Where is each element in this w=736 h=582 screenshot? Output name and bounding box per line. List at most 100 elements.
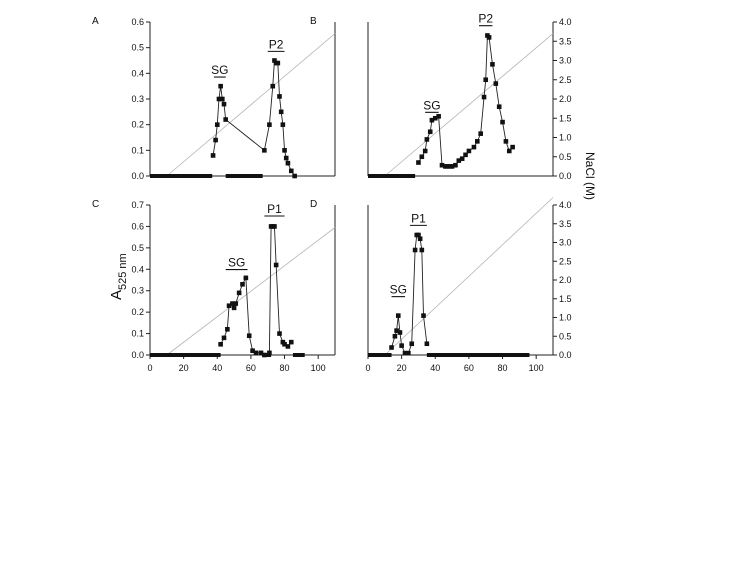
panel-c: C 0.0 0.1 0.2 0.3 0.4 0.5 0.6 0.7 0 20 40 60 80 100 SG P… — [92, 199, 336, 373]
panel-d-y2tick-label: 0.0 — [559, 350, 572, 360]
panel-a: A 0.0 0.1 0.2 0.3 0.4 0.5 0.6 SG P2 — [92, 16, 336, 181]
panel-a-data-point — [216, 96, 222, 102]
panel-d-xtick-label: 100 — [529, 363, 544, 373]
panel-c-data-point — [250, 348, 255, 354]
panel-b-data-point — [466, 148, 472, 154]
panel-d-y2tick-label: 3.5 — [559, 219, 572, 229]
panel-a-data-point — [218, 83, 223, 89]
panel-a-ytick-label: 0.2 — [131, 120, 144, 130]
panel-c-data-point — [258, 350, 264, 356]
panel-a-ytick-label: 0.5 — [131, 43, 144, 53]
panel-a-data-point — [210, 153, 216, 158]
panel-c-data-point — [267, 350, 272, 356]
panel-b-data-point — [429, 117, 435, 123]
panel-c-data-point — [243, 275, 249, 281]
panel-d-y2tick-label: 4.0 — [559, 200, 572, 210]
panel-a-data-point — [292, 173, 297, 179]
panel-c-data-point — [226, 303, 232, 309]
panel-d-y2tick-label: 2.5 — [559, 256, 572, 266]
panel-a-data-point — [262, 148, 267, 153]
panel-c-data-point — [233, 301, 239, 306]
panel-b-data-point — [471, 144, 477, 150]
panel-c-ytick-label: 0.1 — [131, 329, 144, 339]
panel-a-data-point — [285, 160, 291, 166]
panel-a-letter: A — [92, 16, 99, 27]
panel-b-y2tick-label: 1.0 — [559, 133, 572, 143]
panel-a-ytick-label: 0.4 — [131, 68, 144, 78]
panel-a-data-point — [277, 94, 282, 99]
panel-c-data-point — [221, 335, 227, 341]
panel-a-data-point — [272, 58, 277, 63]
panel-c-ytick-label: 0.6 — [131, 221, 144, 231]
panel-c-data-point — [240, 281, 245, 287]
panel-c-peak-label: P1 — [267, 202, 282, 216]
panel-b-data-point — [444, 164, 450, 169]
panel-d-xtick-label: 40 — [430, 363, 440, 373]
panel-a-data-point — [283, 155, 289, 161]
panel-b-data-point — [490, 62, 495, 67]
panel-c-ytick-label: 0.3 — [131, 286, 144, 296]
panel-c-ytick-label: 0.7 — [131, 200, 144, 210]
panel-b-data-point — [496, 104, 502, 109]
panel-b-data-point — [463, 152, 468, 158]
panel-b-data-point — [483, 77, 489, 83]
panel-d-data-point — [419, 247, 425, 253]
panel-b-data-point — [500, 119, 505, 125]
panel-c-data-point — [285, 344, 291, 349]
panel-b-data-point — [436, 114, 441, 119]
panel-b-nacl-gradient-line — [384, 33, 554, 177]
panel-a-data-point — [221, 101, 227, 107]
panel-c-ytick-label: 0.0 — [131, 350, 144, 360]
panel-b-data-point — [481, 94, 487, 100]
panel-b-data-point — [449, 164, 455, 169]
panel-b-data-point — [510, 144, 515, 150]
panel-b-data-point — [493, 81, 499, 86]
panel-b-data-point — [503, 139, 509, 144]
panel-b-data-point — [506, 148, 512, 154]
panel-d-data-point — [424, 341, 430, 347]
panel-c-data-point — [236, 290, 242, 296]
panel-b-peak-label: P2 — [478, 12, 493, 26]
panel-a-data-point — [220, 96, 225, 102]
panel-b-data-point — [427, 129, 433, 135]
panel-c-data-point — [218, 341, 223, 347]
panel-b-y2tick-label: 3.5 — [559, 36, 572, 46]
panel-c-data-point — [246, 333, 252, 339]
panel-d-data-point — [416, 232, 421, 238]
panel-a-data-point — [223, 117, 228, 122]
panel-b-y2tick-label: 1.5 — [559, 113, 572, 123]
panel-a-ytick-label: 0.0 — [131, 171, 144, 181]
panel-a-data-point — [280, 122, 286, 127]
left-axis-title: A525 nm — [108, 253, 129, 300]
panel-c-data-point — [225, 326, 230, 332]
panel-a-data-point — [267, 122, 272, 127]
panel-c-data-point — [282, 341, 287, 347]
panel-c-xtick-label: 0 — [147, 363, 152, 373]
panel-b: B 0.0 0.5 1.0 1.5 2.0 2.5 3.0 3.5 4.0 SG P2 — [310, 12, 572, 181]
panel-a-data-point — [278, 109, 284, 115]
panel-d-data-point — [402, 350, 408, 356]
panel-c-ytick-label: 0.5 — [131, 243, 144, 253]
panel-c-ytick-label: 0.2 — [131, 307, 144, 317]
panel-a-series-line — [212, 59, 296, 177]
panel-c-data-point — [272, 224, 277, 229]
panel-d-nacl-gradient-line — [384, 197, 554, 356]
panel-d-data-point — [409, 341, 415, 347]
panel-a-ytick-label: 0.1 — [131, 145, 144, 155]
panel-c-xtick-label: 60 — [246, 363, 256, 373]
panel-a-ytick-label: 0.3 — [131, 94, 144, 104]
panel-a-peak-label: SG — [211, 63, 228, 77]
panel-c-data-point — [262, 352, 267, 358]
panel-c-data-point — [273, 262, 279, 268]
panel-d-data-point — [421, 313, 426, 318]
panel-a-data-point — [270, 83, 276, 89]
panel-b-y2tick-label: 2.0 — [559, 94, 572, 104]
panel-c-peak-label: SG — [228, 256, 245, 270]
left-axis-title-subscript: 525 nm — [117, 253, 129, 290]
panel-b-data-point — [419, 154, 425, 160]
panel-c-xtick-label: 80 — [280, 363, 290, 373]
panel-c-data-point — [230, 301, 235, 306]
panel-d-data-point — [397, 330, 403, 335]
panel-a-data-point — [282, 148, 287, 153]
